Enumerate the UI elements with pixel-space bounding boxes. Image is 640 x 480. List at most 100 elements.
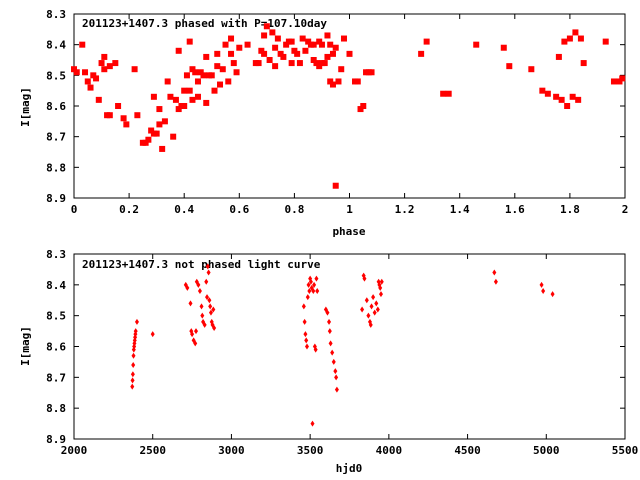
data-point [95, 96, 102, 103]
data-point [308, 278, 313, 285]
data-point [304, 337, 309, 344]
y-tick-label: 8.4 [46, 39, 66, 52]
data-point [302, 47, 309, 54]
data-point [79, 41, 86, 48]
data-point [558, 96, 565, 103]
data-point [153, 130, 160, 137]
data-point [71, 66, 77, 73]
data-point [93, 75, 100, 82]
data-point [334, 386, 339, 393]
data-point [619, 75, 626, 82]
data-point [328, 340, 333, 347]
data-point [310, 420, 315, 427]
data-point [188, 300, 193, 307]
data-point [101, 66, 108, 73]
data-point [183, 72, 190, 79]
y-tick-label: 8.7 [46, 131, 66, 144]
data-point [310, 41, 317, 48]
data-point [189, 66, 196, 73]
y-tick-label: 8.6 [46, 100, 66, 113]
plot-frame [73, 253, 626, 440]
data-point [261, 50, 268, 57]
data-point [197, 69, 204, 76]
data-point [150, 331, 155, 338]
data-point [316, 63, 323, 70]
y-tick-label: 8.8 [46, 402, 66, 415]
x-tick-label: 3500 [297, 444, 324, 457]
data-point [539, 87, 546, 94]
data-point [202, 321, 207, 328]
data-point [364, 297, 369, 304]
data-point [564, 103, 571, 109]
data-point [354, 78, 361, 85]
data-point [312, 281, 317, 288]
data-point [291, 47, 298, 54]
y-tick-label: 8.9 [46, 192, 66, 205]
data-point [294, 50, 301, 57]
x-tick-label: 4000 [376, 444, 403, 457]
data-point [208, 309, 213, 316]
data-point [206, 269, 211, 276]
data-point [115, 103, 122, 109]
y-tick-label: 8.5 [46, 69, 66, 82]
data-point [445, 90, 452, 97]
data-point [310, 57, 317, 63]
data-point [335, 78, 342, 85]
data-point [555, 53, 562, 60]
x-tick-label: 1 [346, 203, 353, 216]
data-point [208, 303, 213, 310]
data-point [106, 112, 113, 119]
data-point [493, 278, 498, 285]
data-point [379, 278, 384, 285]
data-point [269, 29, 276, 36]
y-axis-label: I[mag] [19, 326, 32, 366]
data-point [616, 78, 623, 85]
data-point [327, 318, 332, 325]
data-point [225, 78, 232, 85]
data-point [175, 106, 182, 113]
data-point [473, 41, 480, 48]
unphased-light-curve-chart: 201123+1407.3 not phased light curve hjd… [19, 248, 638, 475]
data-point [329, 81, 336, 88]
data-point [255, 60, 262, 67]
data-point [324, 32, 331, 39]
data-point [423, 38, 430, 45]
data-point [130, 371, 135, 378]
data-point [203, 53, 210, 60]
data-point [212, 325, 217, 331]
data-point [164, 78, 171, 85]
x-tick-label: 5500 [612, 444, 639, 457]
data-point [528, 66, 535, 73]
data-point [346, 50, 353, 57]
data-point [440, 90, 447, 97]
data-point [274, 35, 281, 42]
data-point [566, 35, 573, 42]
data-point [506, 63, 513, 70]
data-point [161, 118, 168, 125]
data-point [305, 38, 312, 45]
data-point [283, 41, 290, 48]
data-point [553, 93, 560, 100]
data-point [541, 288, 546, 294]
data-point [98, 60, 105, 67]
x-tick-label: 2000 [61, 444, 88, 457]
data-point [167, 93, 174, 100]
data-point [303, 331, 308, 338]
data-point [123, 121, 130, 128]
chart-title: 201123+1407.3 not phased light curve [82, 258, 321, 271]
data-point [190, 331, 195, 338]
data-point [230, 60, 237, 67]
data-point [170, 133, 177, 140]
data-point [101, 53, 108, 60]
x-tick-label: 1.8 [560, 203, 580, 216]
data-point [211, 306, 216, 313]
data-point [357, 106, 364, 113]
data-point [318, 41, 325, 48]
x-tick-label: 5000 [533, 444, 560, 457]
data-point [159, 145, 166, 152]
data-point [340, 35, 347, 42]
data-point [332, 182, 339, 189]
data-point [87, 84, 94, 91]
data-point [299, 35, 306, 42]
y-tick-label: 8.6 [46, 341, 66, 354]
